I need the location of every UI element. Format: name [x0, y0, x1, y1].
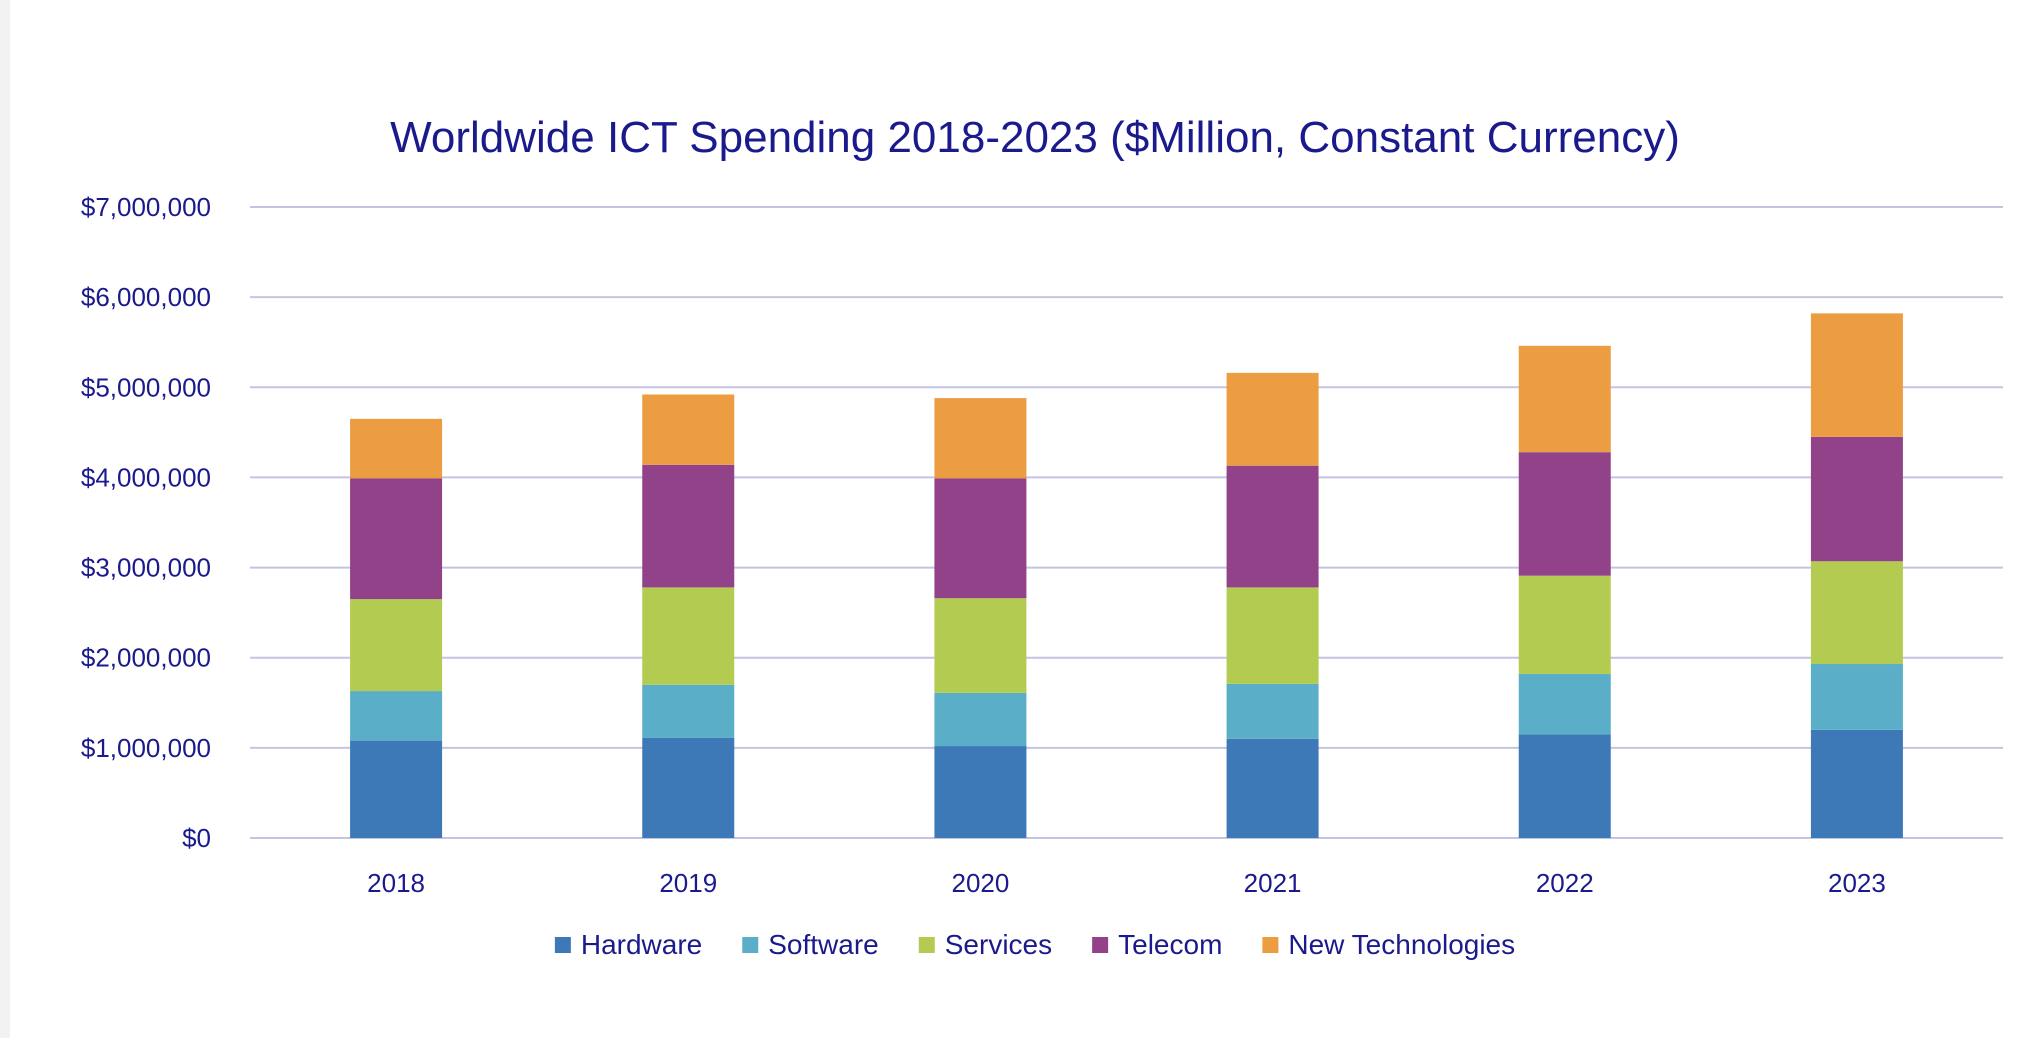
bar-segment-new-technologies: [1226, 372, 1319, 466]
bar-segment-hardware: [1810, 729, 1903, 838]
x-tick-label: 2023: [1828, 868, 1886, 898]
bar-segment-services: [1810, 561, 1903, 665]
y-tick-label: $2,000,000: [81, 643, 211, 673]
bar-segment-services: [350, 599, 443, 692]
bar-segment-software: [934, 692, 1027, 747]
legend-label-new-technologies: New Technologies: [1288, 929, 1515, 960]
x-tick-label: 2022: [1536, 868, 1594, 898]
bar-segment-software: [1226, 683, 1319, 739]
bar-segment-software: [1518, 673, 1611, 735]
legend: Hardware Software Services Telecom New Techn…: [554, 929, 1515, 960]
legend-label-software: Software: [768, 929, 879, 960]
bar-segment-services: [934, 598, 1027, 693]
bar-segment-new-technologies: [934, 398, 1027, 479]
bar-segment-hardware: [642, 737, 735, 838]
bar-segment-hardware: [934, 746, 1027, 838]
gridlines: [250, 206, 2003, 839]
bar-segment-hardware: [1226, 738, 1319, 838]
x-tick-label: 2018: [367, 868, 425, 898]
bar-segment-telecom: [934, 478, 1027, 599]
bar-segment-telecom: [1226, 465, 1319, 588]
bar-segment-new-technologies: [1518, 345, 1611, 453]
bar-segment-hardware: [350, 740, 443, 838]
x-tick-label: 2020: [951, 868, 1009, 898]
bar-segment-telecom: [642, 464, 735, 588]
left-margin-strip: [0, 0, 10, 1038]
bars: [350, 313, 1903, 838]
bar-segment-services: [1226, 587, 1319, 684]
bar-segment-telecom: [1518, 452, 1611, 576]
y-tick-label: $3,000,000: [81, 553, 211, 583]
chart-title: Worldwide ICT Spending 2018-2023 ($Milli…: [390, 113, 1680, 162]
bar-segment-services: [642, 587, 735, 685]
legend-swatch-hardware: [554, 937, 571, 953]
x-axis-ticks: 2018 2019 2020 2021 2022 2023: [367, 868, 1886, 898]
bar-segment-telecom: [350, 478, 443, 600]
legend-swatch-telecom: [1092, 937, 1109, 953]
legend-swatch-services: [918, 937, 935, 953]
bar-segment-new-technologies: [642, 394, 735, 465]
legend-swatch-software: [742, 937, 759, 953]
x-tick-label: 2019: [659, 868, 717, 898]
legend-label-services: Services: [945, 929, 1052, 960]
y-tick-label: $7,000,000: [81, 192, 211, 222]
y-tick-label: $4,000,000: [81, 462, 211, 492]
legend-label-hardware: Hardware: [581, 929, 702, 960]
y-tick-label: $6,000,000: [81, 282, 211, 312]
bar-segment-hardware: [1518, 734, 1611, 838]
y-tick-label: $0: [182, 823, 211, 853]
legend-swatch-new-technologies: [1262, 937, 1279, 953]
bar-segment-software: [642, 684, 735, 738]
bar-segment-services: [1518, 575, 1611, 674]
y-axis-ticks: $0 $1,000,000 $2,000,000 $3,000,000 $4,000,0…: [81, 192, 211, 853]
y-tick-label: $5,000,000: [81, 372, 211, 402]
x-tick-label: 2021: [1244, 868, 1302, 898]
bar-segment-software: [1810, 664, 1903, 730]
bar-segment-telecom: [1810, 436, 1903, 562]
legend-label-telecom: Telecom: [1118, 929, 1222, 960]
y-tick-label: $1,000,000: [81, 733, 211, 763]
bar-segment-new-technologies: [350, 418, 443, 479]
bar-segment-software: [350, 691, 443, 741]
bar-segment-new-technologies: [1810, 313, 1903, 437]
